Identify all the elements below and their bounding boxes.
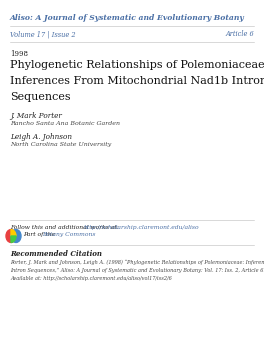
Text: Sequences: Sequences xyxy=(10,92,71,102)
Text: Phylogenetic Relationships of Polemoniaceae:: Phylogenetic Relationships of Polemoniac… xyxy=(10,60,264,70)
Text: Inferences From Mitochondrial Nad1b Intron: Inferences From Mitochondrial Nad1b Intr… xyxy=(10,76,264,86)
Text: 1998: 1998 xyxy=(10,50,28,58)
Text: Aliso: A Journal of Systematic and Evolutionary Botany: Aliso: A Journal of Systematic and Evolu… xyxy=(10,14,245,22)
Text: Article 6: Article 6 xyxy=(225,30,254,38)
Text: Porter, J. Mark and Johnson, Leigh A. (1998) “Phylogenetic Relationships of Pole: Porter, J. Mark and Johnson, Leigh A. (1… xyxy=(10,260,264,265)
Text: Part of the: Part of the xyxy=(23,232,57,237)
Circle shape xyxy=(11,229,21,242)
Text: Leigh A. Johnson: Leigh A. Johnson xyxy=(10,133,72,141)
Wedge shape xyxy=(11,236,16,242)
Text: Volume 17 | Issue 2: Volume 17 | Issue 2 xyxy=(10,30,76,38)
Text: Rancho Santa Ana Botanic Garden: Rancho Santa Ana Botanic Garden xyxy=(10,121,120,126)
Text: North Carolina State University: North Carolina State University xyxy=(10,142,111,147)
Text: Botany Commons: Botany Commons xyxy=(42,232,96,237)
Text: Recommended Citation: Recommended Citation xyxy=(10,250,102,258)
Text: Intron Sequences,” Aliso: A Journal of Systematic and Evolutionary Botany: Vol. : Intron Sequences,” Aliso: A Journal of S… xyxy=(10,268,264,273)
Circle shape xyxy=(6,229,16,242)
Text: http://scholarship.claremont.edu/aliso: http://scholarship.claremont.edu/aliso xyxy=(84,225,200,230)
Text: Follow this and additional works at:: Follow this and additional works at: xyxy=(10,225,121,230)
Text: Available at: http://scholarship.claremont.edu/aliso/vol17/iss2/6: Available at: http://scholarship.claremo… xyxy=(10,276,172,281)
Text: J. Mark Porter: J. Mark Porter xyxy=(10,112,62,120)
Wedge shape xyxy=(11,229,16,236)
